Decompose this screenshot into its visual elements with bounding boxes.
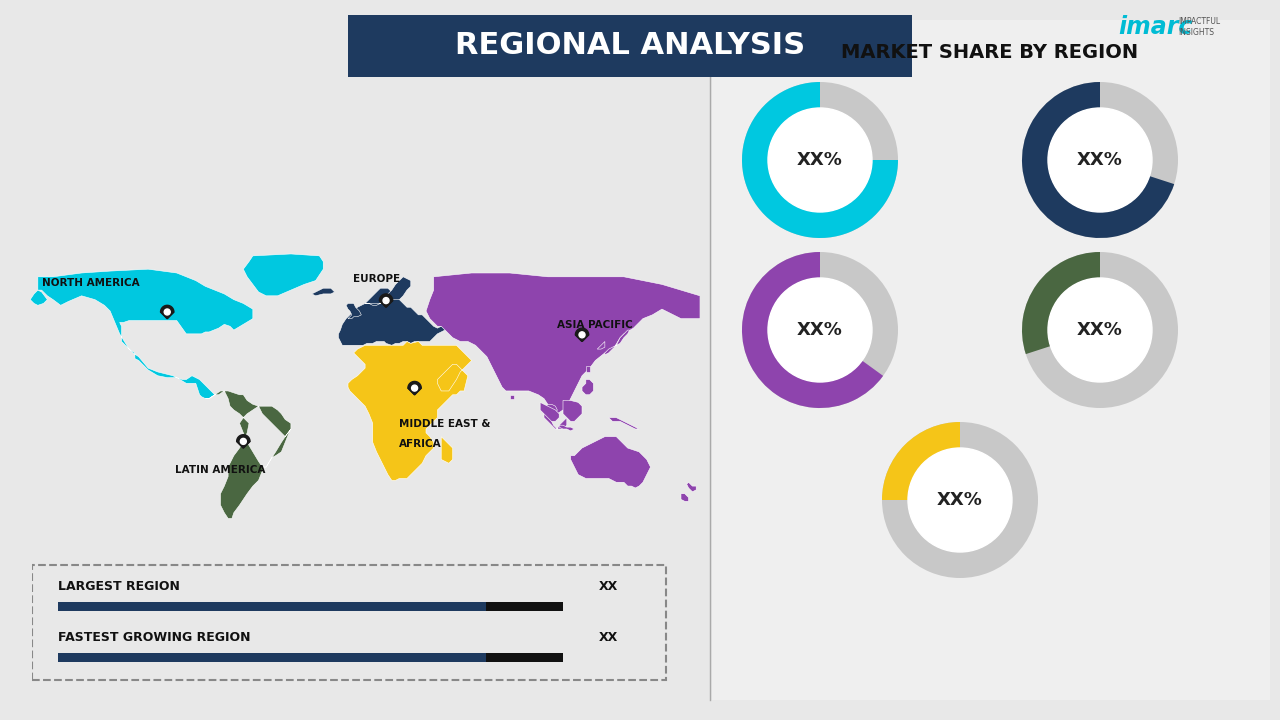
FancyBboxPatch shape [58,602,486,611]
Polygon shape [586,366,590,372]
Polygon shape [544,404,567,429]
Polygon shape [365,276,411,305]
FancyBboxPatch shape [348,15,911,77]
Polygon shape [563,400,582,421]
Polygon shape [686,482,696,492]
Circle shape [164,309,170,315]
Wedge shape [742,252,883,408]
Polygon shape [237,441,250,448]
Polygon shape [605,330,630,355]
Polygon shape [379,294,393,307]
Circle shape [768,278,872,382]
Wedge shape [742,82,899,238]
Polygon shape [160,312,174,319]
Polygon shape [609,418,639,429]
Text: ASIA PACIFIC: ASIA PACIFIC [558,320,634,330]
FancyBboxPatch shape [486,602,563,611]
Circle shape [412,385,417,391]
Text: AFRICA: AFRICA [399,438,442,449]
Polygon shape [559,426,575,431]
Wedge shape [1021,252,1100,354]
Text: FASTEST GROWING REGION: FASTEST GROWING REGION [58,631,250,644]
Wedge shape [882,422,1038,578]
FancyBboxPatch shape [58,654,486,662]
Polygon shape [38,269,253,399]
Text: IMPACTFUL
INSIGHTS: IMPACTFUL INSIGHTS [1178,17,1220,37]
Text: XX: XX [598,580,618,593]
Polygon shape [540,402,559,421]
FancyBboxPatch shape [32,565,666,680]
Polygon shape [576,335,589,341]
Polygon shape [379,300,393,307]
Text: MARKET SHARE BY REGION: MARKET SHARE BY REGION [841,42,1139,61]
Polygon shape [571,436,650,488]
Polygon shape [408,388,421,395]
Text: XX%: XX% [1076,151,1123,169]
Circle shape [241,438,246,444]
Text: imarc: imarc [1117,15,1193,39]
Text: XX%: XX% [937,491,983,509]
Circle shape [579,332,585,338]
Polygon shape [582,379,594,395]
Text: LATIN AMERICA: LATIN AMERICA [175,464,266,474]
Wedge shape [1021,252,1178,408]
FancyBboxPatch shape [712,20,1270,700]
Wedge shape [882,422,960,500]
Polygon shape [338,288,453,346]
Text: LARGEST REGION: LARGEST REGION [58,580,179,593]
Circle shape [768,108,872,212]
FancyBboxPatch shape [486,654,563,662]
Text: NORTH AMERICA: NORTH AMERICA [42,278,140,288]
Wedge shape [1021,82,1174,238]
Polygon shape [312,288,334,296]
Circle shape [908,448,1012,552]
Text: XX%: XX% [797,321,844,339]
Polygon shape [426,273,700,414]
Wedge shape [742,252,899,408]
Polygon shape [598,341,605,349]
Circle shape [1048,108,1152,212]
Polygon shape [408,382,421,395]
Polygon shape [442,436,453,463]
Circle shape [1048,278,1152,382]
Polygon shape [160,305,174,319]
Circle shape [383,297,389,304]
Polygon shape [346,303,361,319]
Polygon shape [681,494,689,501]
Polygon shape [237,435,250,448]
Polygon shape [243,254,324,296]
Wedge shape [742,82,899,238]
Text: XX%: XX% [1076,321,1123,339]
Text: XX%: XX% [797,151,844,169]
Text: EUROPE: EUROPE [353,274,401,284]
Text: REGIONAL ANALYSIS: REGIONAL ANALYSIS [454,32,805,60]
Polygon shape [576,328,589,341]
Polygon shape [205,391,291,518]
Text: MIDDLE EAST &: MIDDLE EAST & [399,419,490,429]
Polygon shape [348,341,471,480]
Polygon shape [31,290,47,305]
Wedge shape [1021,82,1178,238]
Text: XX: XX [598,631,618,644]
Polygon shape [509,395,513,399]
